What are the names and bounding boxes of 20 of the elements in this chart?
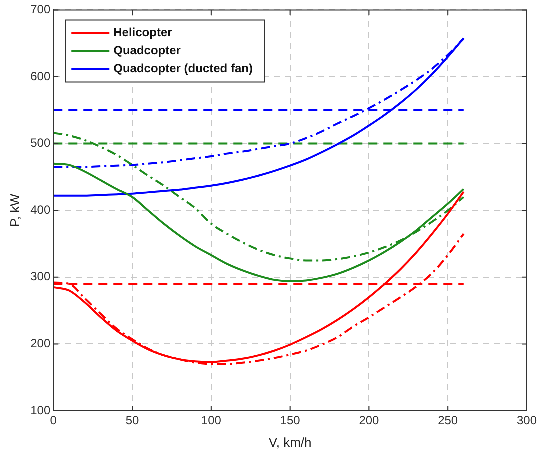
line-series: [54, 190, 465, 364]
y-tick-label: 100: [30, 403, 51, 418]
y-axis-title: P, kW: [7, 193, 22, 228]
y-tick-label: 600: [30, 69, 51, 84]
y-tick-label: 300: [30, 270, 51, 284]
x-tick-label: 50: [126, 414, 140, 428]
y-tick-label: 400: [30, 202, 51, 217]
x-axis-title: V, km/h: [268, 434, 312, 450]
y-tick-label: 700: [30, 2, 51, 17]
legend-label: Quadcopter: [114, 44, 182, 58]
legend-label: Quadcopter (ducted fan): [114, 62, 253, 76]
y-tick-label: 500: [30, 136, 51, 150]
x-tick-label: 200: [359, 414, 380, 428]
x-tick-label: 0: [50, 414, 58, 428]
y-tick-label: 200: [30, 336, 51, 351]
x-tick-label: 150: [280, 414, 301, 428]
x-tick-label: 250: [438, 414, 458, 428]
x-tick-label: 100: [201, 414, 222, 428]
x-tick-label: 300: [516, 414, 538, 428]
legend-label: Helicopter: [114, 26, 173, 40]
